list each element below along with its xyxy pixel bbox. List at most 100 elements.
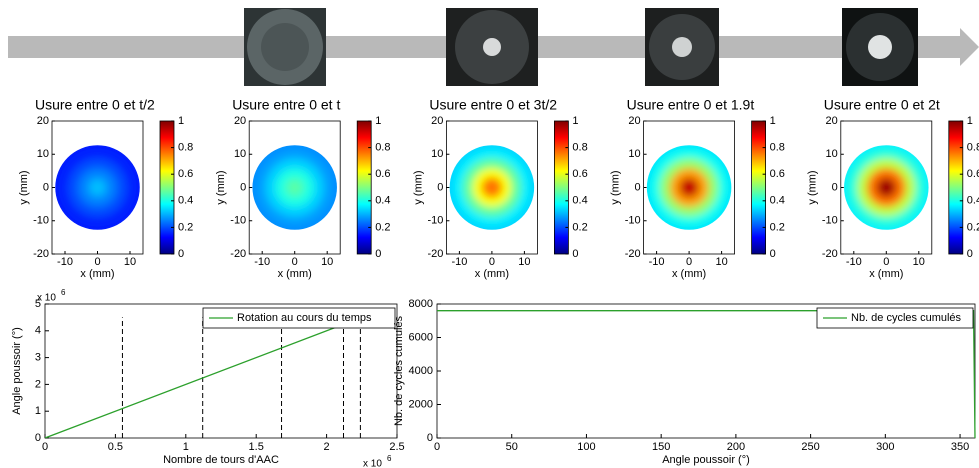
wear-ring: [94, 184, 101, 191]
legend-box: [816, 307, 974, 329]
x-tick-label: -10: [846, 256, 862, 268]
y-tick-label: -10: [33, 215, 49, 227]
y-tick-label: 20: [234, 115, 246, 127]
colorbar-tick-label: 0.8: [178, 142, 193, 154]
x-tick-label: 150: [652, 441, 670, 453]
y-axis-label: y (mm): [807, 170, 819, 204]
colorbar-tick-label: 0: [375, 248, 381, 260]
y-tick-label: 0: [35, 432, 41, 444]
wear-gradient: [252, 145, 337, 230]
y-tick-label: 0: [832, 181, 838, 193]
colorbar-tick-label: 0.8: [572, 142, 587, 154]
y-tick-label: 3: [35, 352, 41, 364]
x-tick-label: 10: [321, 256, 333, 268]
colorbar-tick-label: 0.4: [375, 195, 390, 207]
map-title: Usure entre 0 et t: [232, 97, 340, 113]
x-tick-label: -10: [649, 256, 665, 268]
colorbar: [948, 120, 964, 255]
y-axis-label: y (mm): [18, 170, 30, 204]
x-tick-label: 50: [506, 441, 518, 453]
y-tick-label: 0: [437, 181, 443, 193]
colorbar-tick-label: 0.6: [178, 168, 193, 180]
colorbar-tick-label: 0: [770, 248, 776, 260]
x-tick-label: 0: [292, 256, 298, 268]
sample-photos: [244, 8, 918, 86]
x-tick-label: 10: [913, 256, 925, 268]
data-line: [437, 310, 976, 438]
x-tick-label: 0: [489, 256, 495, 268]
map-title: Usure entre 0 et 2t: [824, 97, 940, 113]
wear-disk: [449, 145, 535, 230]
x-tick-label: -10: [57, 256, 73, 268]
wear-ring: [686, 184, 693, 191]
x-multiplier: x 10: [363, 459, 382, 468]
y-tick-label: 1: [35, 405, 41, 417]
x-tick-label: 2.5: [389, 441, 404, 453]
wear-disk: [252, 145, 337, 230]
data-line: [45, 322, 348, 438]
x-axis-label: x (mm): [869, 268, 903, 280]
y-tick-label: -20: [33, 248, 49, 260]
y-axis-label: Nb. de cycles cumulés: [393, 315, 405, 426]
y-tick-label: 20: [37, 115, 49, 127]
y-tick-label: -20: [230, 248, 246, 260]
x-axis-label: x (mm): [80, 268, 114, 280]
colorbar-tick-label: 0.8: [967, 142, 979, 154]
colorbar-tick-label: 0.4: [178, 195, 193, 207]
x-tick-label: 250: [801, 441, 819, 453]
y-tick-label: -10: [230, 215, 246, 227]
colorbar-tick-label: 0: [178, 248, 184, 260]
colorbar-tick-label: 0.6: [375, 168, 390, 180]
colorbar-tick-label: 0: [967, 248, 973, 260]
x-axis-label: x (mm): [475, 268, 509, 280]
y-axis-label: Angle poussoir (°): [11, 327, 23, 415]
colorbar-tick-label: 1: [572, 115, 578, 127]
y-tick-label: -20: [822, 248, 838, 260]
x-tick-label: 300: [876, 441, 894, 453]
y-tick-label: 20: [826, 115, 838, 127]
legend-label: Nb. de cycles cumulés: [851, 312, 962, 324]
colorbar: [356, 120, 372, 255]
wear-ring: [883, 184, 890, 191]
colorbar-tick-label: 1: [375, 115, 381, 127]
y-tick-label: 10: [234, 148, 246, 160]
wear-gradient: [55, 145, 140, 230]
x-tick-label: 0: [686, 256, 692, 268]
colorbar-tick-label: 0.6: [967, 168, 979, 180]
y-multiplier: x 10: [37, 293, 56, 304]
colorbar-tick-label: 0.2: [572, 221, 587, 233]
colorbar-tick-label: 0.8: [375, 142, 390, 154]
colorbar-tick-label: 0.4: [770, 195, 785, 207]
colorbar-tick-label: 0.2: [770, 221, 785, 233]
y-tick-label: -10: [822, 215, 838, 227]
colorbar-tick-label: 1: [770, 115, 776, 127]
y-axis-label: y (mm): [412, 170, 424, 204]
x-tick-label: 0: [42, 441, 48, 453]
x-tick-label: 200: [727, 441, 745, 453]
x-tick-label: -10: [254, 256, 270, 268]
colorbar-tick-label: 0: [572, 248, 578, 260]
x-tick-label: -10: [451, 256, 467, 268]
wear-ring: [291, 184, 298, 191]
y-tick-label: 10: [628, 148, 640, 160]
x-axis-label: x (mm): [672, 268, 706, 280]
colorbar-tick-label: 0.2: [375, 221, 390, 233]
colorbar-tick-label: 0.6: [770, 168, 785, 180]
y-tick-label: 4000: [409, 365, 433, 377]
y-tick-label: 20: [628, 115, 640, 127]
y-tick-label: -20: [427, 248, 443, 260]
x-axis-label: x (mm): [278, 268, 312, 280]
colorbar-tick-label: 1: [178, 115, 184, 127]
wear-gradient: [449, 145, 535, 230]
y-tick-label: -10: [427, 215, 443, 227]
y-tick-label: 2000: [409, 398, 433, 410]
colorbar-tick-label: 0.4: [967, 195, 979, 207]
y-tick-label: 8000: [409, 298, 433, 310]
wear-disk: [646, 145, 732, 230]
y-tick-label: 10: [431, 148, 443, 160]
wear-disk: [55, 145, 140, 230]
y-tick-label: 10: [826, 148, 838, 160]
x-tick-label: 0.5: [108, 441, 123, 453]
y-multiplier-exponent: 6: [61, 288, 66, 297]
